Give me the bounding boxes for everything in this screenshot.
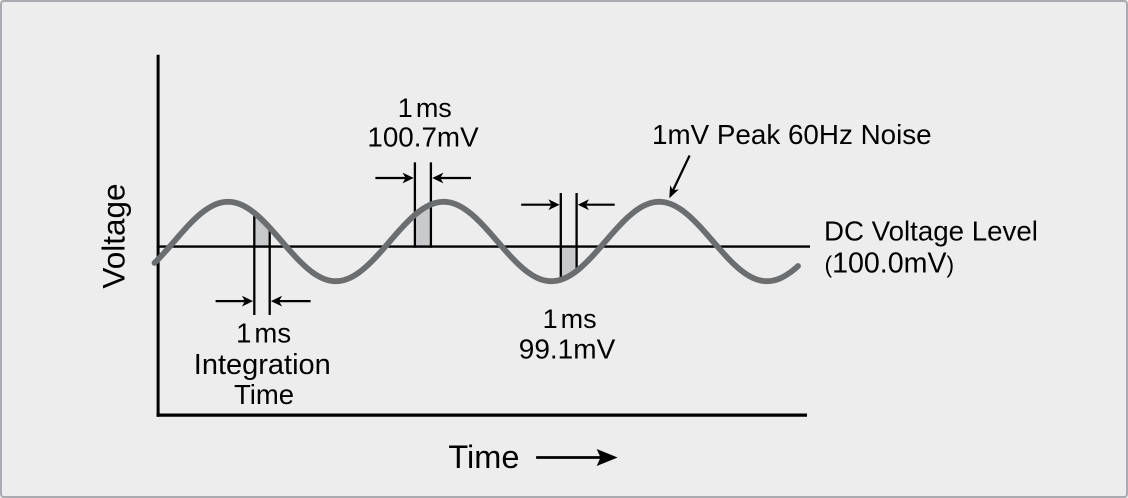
- svg-text:(100.0mV): (100.0mV): [825, 248, 955, 280]
- svg-text:1ms: 1 ms: [236, 318, 291, 349]
- svg-text:99.1mV: 99.1mV: [519, 333, 616, 364]
- svg-text:1ms: 1 ms: [398, 93, 452, 123]
- svg-text:100.7mV: 100.7mV: [367, 122, 479, 153]
- svg-text:1ms: 1 ms: [543, 304, 597, 334]
- svg-text:Integration: Integration: [194, 349, 331, 381]
- svg-text:Time: Time: [234, 379, 294, 410]
- svg-text:DC Voltage Level: DC Voltage Level: [824, 216, 1038, 247]
- svg-text:1mV Peak 60Hz Noise: 1mV Peak 60Hz Noise: [652, 119, 932, 150]
- svg-text:Time: Time: [448, 439, 519, 475]
- svg-text:Voltage: Voltage: [95, 183, 131, 288]
